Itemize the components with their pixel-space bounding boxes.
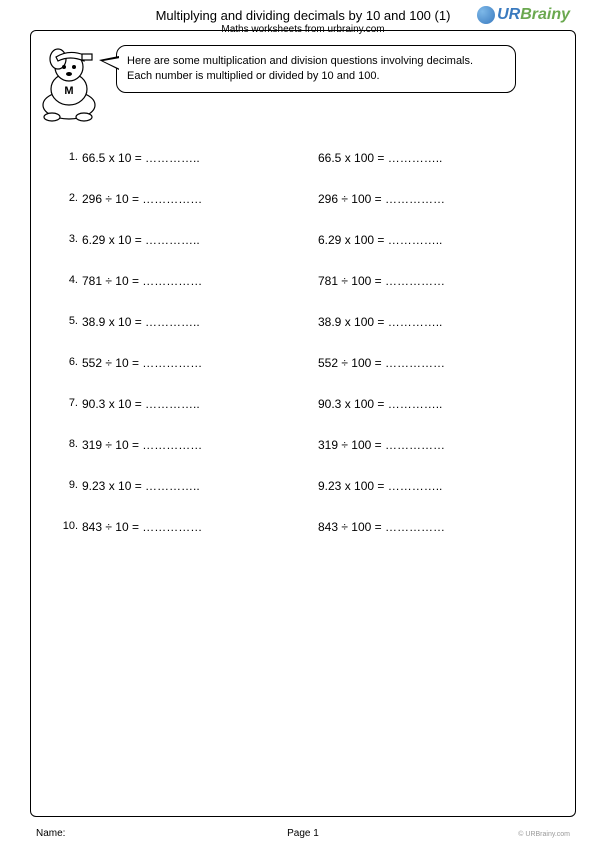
logo-ur: UR: [497, 6, 520, 23]
intro-line-2: Each number is multiplied or divided by …: [127, 69, 505, 84]
speech-bubble: Here are some multiplication and divisio…: [116, 45, 516, 93]
footer-page-label: Page 1: [214, 828, 392, 839]
logo-brainy: Brainy: [520, 6, 570, 23]
globe-icon: [477, 6, 495, 24]
logo: URBrainy: [477, 6, 570, 26]
svg-text:M: M: [64, 85, 73, 97]
footer: Name: Page 1 © URBrainy.com: [36, 828, 570, 839]
page-border: [30, 30, 576, 817]
footer-name-label: Name:: [36, 828, 214, 839]
intro-block: M Here are some multiplication and divis…: [0, 45, 606, 123]
footer-copyright: © URBrainy.com: [392, 828, 570, 839]
intro-line-1: Here are some multiplication and divisio…: [127, 54, 505, 69]
mascot-icon: M: [34, 45, 104, 123]
